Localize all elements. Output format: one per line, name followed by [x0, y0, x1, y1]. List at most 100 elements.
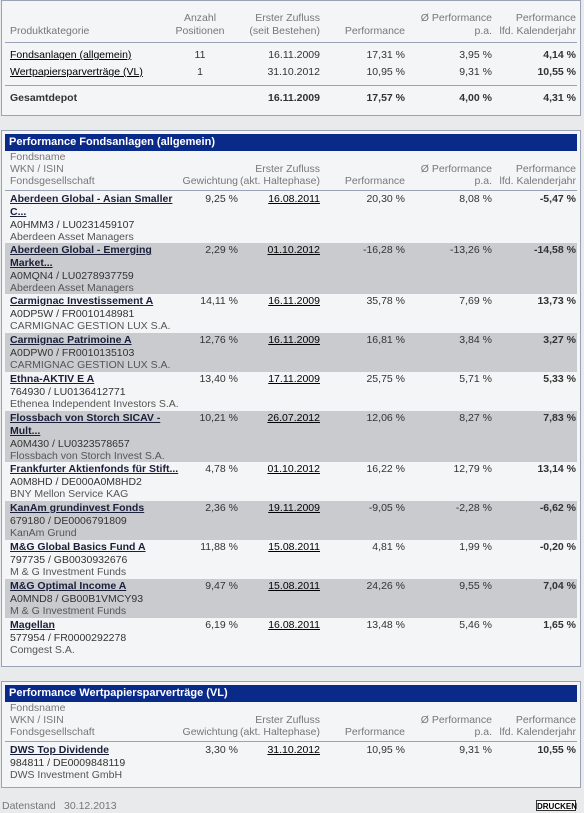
header-lfd-jahr: lfd. Kalenderjahr [499, 25, 576, 37]
fund-name-link[interactable]: Ethna-AKTIV E A [10, 373, 95, 385]
fund-weight: 9,47 % [205, 580, 238, 592]
fund-wkn-isin: A0MQN4 / LU0278937759 [10, 270, 134, 282]
header-gewichtung: Gewichtung [182, 175, 238, 187]
header-pa: p.a. [474, 726, 492, 738]
fund-performance: 20,30 % [366, 193, 405, 205]
fund-date-link[interactable]: 16.08.2011 [268, 619, 320, 631]
fund-performance: 4,81 % [372, 541, 405, 553]
fund-date-link[interactable]: 17.11.2009 [268, 373, 320, 385]
fund-name-link[interactable]: Aberdeen Global - Asian Smaller [10, 193, 173, 205]
fund-company: KanAm Grund [10, 527, 77, 539]
table-row: Magellan 577954 / FR0000292278 Comgest S.A… [5, 618, 577, 657]
fund-name-link-cont[interactable]: Mult... [10, 425, 41, 437]
fund-name-link[interactable]: Frankfurter Aktienfonds für Stift... [10, 463, 179, 475]
fund-name-link-cont[interactable]: Market... [10, 257, 53, 269]
fund-wkn-isin: A0M8HD / DE000A0M8HD2 [10, 476, 142, 488]
category-year: 4,14 % [543, 49, 576, 61]
header-erster-zufluss: Erster Zufluss [255, 163, 320, 175]
fund-avg-performance: 5,46 % [459, 619, 492, 631]
fund-wkn-isin: 764930 / LU0136412771 [10, 386, 126, 398]
datenstand-value: 30.12.2013 [64, 800, 117, 812]
datenstand-label: Datenstand [2, 800, 56, 812]
fund-wkn-isin: A0DP5W / FR0010148981 [10, 308, 135, 320]
category-count: 1 [197, 66, 203, 78]
fund-avg-performance: 5,71 % [459, 373, 492, 385]
fondsanlagen-panel: Performance Fondsanlagen (allgemein) Fon… [1, 130, 581, 667]
fund-performance: 16,81 % [366, 334, 405, 346]
category-avg: 9,31 % [459, 66, 492, 78]
fund-company: CARMIGNAC GESTION LUX S.A. [10, 359, 171, 371]
table-row: M&G Global Basics Fund A 797735 / GB00309… [5, 540, 577, 579]
fund-wkn-isin: A0MND8 / GB00B1VMCY93 [10, 593, 144, 605]
fund-performance: -16,28 % [362, 244, 405, 256]
fund-name-link[interactable]: Flossbach von Storch SICAV - [10, 412, 161, 424]
fund-date-link[interactable]: 15.08.2011 [268, 580, 320, 592]
header-gewichtung: Gewichtung [182, 726, 238, 738]
fund-name-link[interactable]: Aberdeen Global - Emerging [10, 244, 152, 256]
header-fondsgesellschaft: Fondsgesellschaft [10, 726, 95, 738]
table-row: Frankfurter Aktienfonds für Stift... A0M8… [5, 462, 577, 501]
fund-avg-performance: 9,31 % [459, 744, 492, 756]
fund-year-performance: 7,83 % [543, 412, 576, 424]
fund-avg-performance: 7,69 % [459, 295, 492, 307]
summary-panel: Produktkategorie Anzahl Positionen Erste… [1, 0, 581, 116]
fund-company: DWS Investment GmbH [10, 769, 123, 781]
fund-avg-performance: 12,79 % [453, 463, 492, 475]
header-performance: Performance [344, 175, 405, 187]
total-performance: 17,57 % [366, 92, 405, 104]
fund-company: M & G Investment Funds [10, 566, 127, 578]
fund-performance: 16,22 % [366, 463, 405, 475]
divider [5, 741, 577, 742]
header-avg-performance: Ø Performance [420, 163, 492, 175]
category-avg: 3,95 % [459, 49, 492, 61]
fund-name-link-cont[interactable]: C... [10, 206, 27, 218]
fund-year-performance: -6,62 % [539, 502, 576, 514]
fund-avg-performance: 8,27 % [459, 412, 492, 424]
table-row: Carmignac Investissement A A0DP5W / FR001… [5, 294, 577, 333]
fund-name-link[interactable]: Carmignac Patrimoine A [10, 334, 132, 346]
category-link-fondsanlagen[interactable]: Fondsanlagen (allgemein) [10, 49, 132, 61]
table-row: M&G Optimal Income A A0MND8 / GB00B1VMCY9… [5, 579, 577, 618]
fund-name-link[interactable]: DWS Top Dividende [10, 744, 109, 756]
header-produktkategorie: Produktkategorie [10, 25, 90, 37]
fund-date-link[interactable]: 26.07.2012 [267, 412, 320, 424]
category-year: 10,55 % [537, 66, 576, 78]
fund-year-performance: -5,47 % [539, 193, 576, 205]
vl-title: Performance Wertpapiersparverträge (VL) [5, 685, 577, 702]
fund-date-link[interactable]: 31.10.2012 [267, 744, 320, 756]
fund-wkn-isin: A0M430 / LU0323578657 [10, 438, 130, 450]
fund-name-link[interactable]: Carmignac Investissement A [10, 295, 154, 307]
header-seit-bestehen: (seit Bestehen) [249, 25, 320, 37]
fund-date-link[interactable]: 16.11.2009 [268, 334, 320, 346]
fund-date-link[interactable]: 01.10.2012 [267, 463, 320, 475]
fund-year-performance: -0,20 % [539, 541, 576, 553]
fund-name-link[interactable]: KanAm grundinvest Fonds [10, 502, 145, 514]
fund-date-link[interactable]: 16.11.2009 [268, 295, 320, 307]
header-performance: Performance [344, 25, 405, 37]
fund-date-link[interactable]: 19.11.2009 [268, 502, 320, 514]
fund-name-link[interactable]: M&G Optimal Income A [10, 580, 127, 592]
fund-avg-performance: 8,08 % [459, 193, 492, 205]
category-performance: 17,31 % [366, 49, 405, 61]
table-row: DWS Top Dividende 984811 / DE0009848119 DW… [5, 743, 577, 782]
fund-date-link[interactable]: 15.08.2011 [268, 541, 320, 553]
fund-date-link[interactable]: 01.10.2012 [267, 244, 320, 256]
fund-avg-performance: -2,28 % [455, 502, 492, 514]
header-performance: Performance [344, 726, 405, 738]
fund-year-performance: 3,27 % [543, 334, 576, 346]
total-label: Gesamtdepot [10, 92, 78, 104]
fund-performance: 10,95 % [366, 744, 405, 756]
header-avg-performance: Ø Performance [420, 12, 492, 24]
fund-name-link[interactable]: M&G Global Basics Fund A [10, 541, 146, 553]
fund-performance: 13,48 % [366, 619, 405, 631]
fund-weight: 13,40 % [199, 373, 238, 385]
category-link-wertpapiersparvertraege[interactable]: Wertpapiersparverträge (VL) [10, 66, 143, 78]
fund-date-link[interactable]: 16.08.2011 [268, 193, 320, 205]
fund-weight: 14,11 % [200, 295, 238, 307]
fund-name-link[interactable]: Magellan [10, 619, 55, 631]
fund-performance: 25,75 % [366, 373, 405, 385]
fund-wkn-isin: 984811 / DE0009848119 [10, 757, 126, 769]
print-button[interactable]: DRUCKEN [536, 800, 577, 811]
fund-weight: 10,21 % [199, 412, 238, 424]
footer: Datenstand 30.12.2013 DRUCKEN [0, 798, 584, 813]
